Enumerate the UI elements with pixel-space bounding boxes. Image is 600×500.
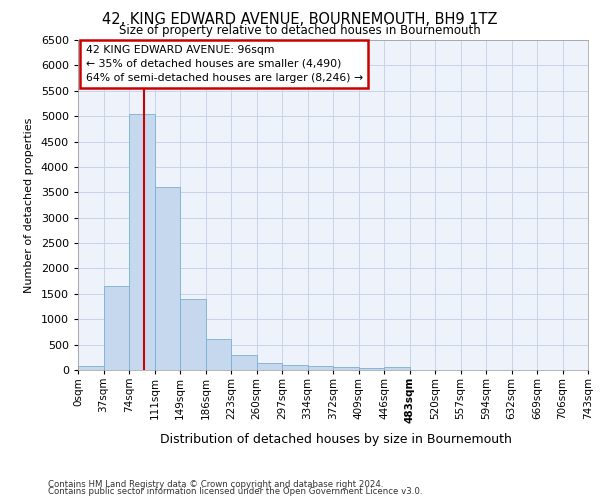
Bar <box>129 114 155 370</box>
Text: Size of property relative to detached houses in Bournemouth: Size of property relative to detached ho… <box>119 24 481 37</box>
Bar <box>333 368 359 370</box>
Bar <box>205 338 231 370</box>
Text: 42, KING EDWARD AVENUE, BOURNEMOUTH, BH9 1TZ: 42, KING EDWARD AVENUE, BOURNEMOUTH, BH9… <box>102 12 498 28</box>
Text: Distribution of detached houses by size in Bournemouth: Distribution of detached houses by size … <box>160 432 512 446</box>
Bar <box>359 368 384 370</box>
Bar <box>231 356 257 370</box>
Bar <box>282 365 308 370</box>
Text: Contains public sector information licensed under the Open Government Licence v3: Contains public sector information licen… <box>48 487 422 496</box>
Bar <box>180 299 205 370</box>
Bar <box>308 366 333 370</box>
Bar <box>257 363 282 370</box>
Bar <box>78 366 104 370</box>
Bar <box>384 368 410 370</box>
Text: Contains HM Land Registry data © Crown copyright and database right 2024.: Contains HM Land Registry data © Crown c… <box>48 480 383 489</box>
Text: 42 KING EDWARD AVENUE: 96sqm
← 35% of detached houses are smaller (4,490)
64% of: 42 KING EDWARD AVENUE: 96sqm ← 35% of de… <box>86 45 363 83</box>
Bar <box>104 286 129 370</box>
Y-axis label: Number of detached properties: Number of detached properties <box>24 118 34 292</box>
Bar <box>155 187 180 370</box>
